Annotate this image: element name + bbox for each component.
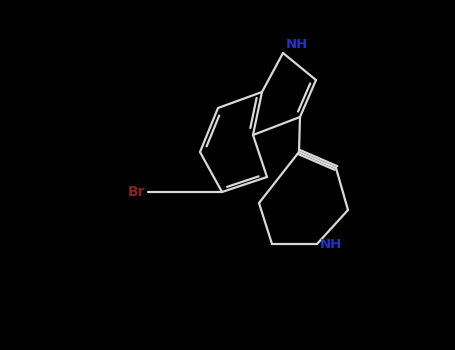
Text: Br: Br — [128, 185, 146, 199]
Text: NH: NH — [319, 238, 342, 251]
Text: NH: NH — [285, 38, 308, 51]
